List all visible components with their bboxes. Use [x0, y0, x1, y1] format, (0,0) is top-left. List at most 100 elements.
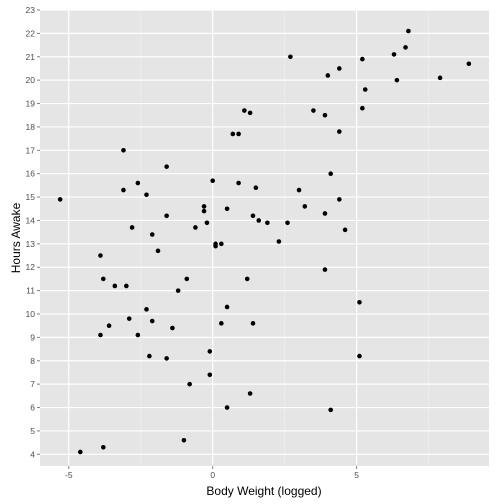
data-point — [342, 227, 348, 233]
y-tick-label: 17 — [26, 145, 36, 155]
data-point — [126, 316, 132, 321]
y-tick-label: 14 — [26, 215, 36, 225]
y-axis: 4 5 6 7 8 9 10 11 12 13 14 15 16 17 18 19 20 21 22 23 — [26, 5, 40, 459]
y-tick-label: 6 — [30, 403, 35, 413]
data-point — [207, 372, 213, 378]
data-point — [360, 56, 365, 62]
data-point — [219, 241, 224, 247]
y-tick-label: 7 — [30, 379, 35, 389]
data-point — [256, 218, 262, 223]
data-point — [337, 66, 342, 71]
data-point — [144, 307, 149, 312]
data-point — [250, 321, 256, 326]
data-point — [362, 87, 368, 92]
y-tick-label: 12 — [26, 262, 36, 272]
data-point — [322, 267, 328, 272]
data-point — [288, 54, 293, 60]
data-point — [144, 192, 149, 198]
grid-minor — [140, 10, 429, 466]
data-point — [213, 243, 218, 249]
data-point — [466, 61, 472, 67]
data-point — [184, 276, 190, 282]
y-tick-label: 23 — [26, 5, 36, 15]
data-point — [265, 220, 270, 226]
data-point — [147, 353, 152, 359]
data-point — [201, 208, 207, 214]
data-point — [121, 148, 126, 153]
data-point — [322, 211, 328, 216]
data-point — [210, 178, 215, 184]
y-tick-label: 13 — [26, 239, 36, 249]
y-tick-label: 18 — [26, 122, 36, 132]
data-point — [98, 332, 103, 338]
data-point — [337, 129, 342, 134]
y-tick-label: 20 — [26, 75, 36, 85]
data-point — [124, 283, 129, 289]
data-point — [149, 318, 155, 324]
data-point — [112, 283, 118, 289]
y-tick-label: 9 — [30, 332, 35, 342]
data-point — [311, 108, 316, 113]
grid-major — [40, 9, 489, 466]
data-point — [247, 110, 253, 116]
data-point — [276, 239, 282, 244]
data-point — [181, 437, 187, 443]
data-point — [175, 288, 181, 293]
data-point — [224, 206, 230, 212]
data-point — [236, 131, 241, 137]
y-tick-label: 16 — [26, 169, 36, 179]
data-point — [328, 407, 333, 413]
x-axis: -5 0 5 — [65, 466, 359, 480]
data-point — [187, 381, 192, 387]
data-point — [242, 108, 247, 113]
data-point — [322, 112, 328, 118]
data-point — [57, 197, 63, 202]
y-tick-label: 15 — [26, 192, 36, 202]
data-point — [129, 225, 135, 230]
data-point — [360, 105, 365, 111]
y-tick-label: 10 — [26, 309, 36, 319]
data-points — [57, 28, 472, 455]
data-point — [135, 332, 141, 338]
data-point — [204, 220, 210, 226]
y-tick-label: 8 — [30, 356, 35, 366]
data-point — [406, 28, 411, 34]
plot-panel — [40, 10, 489, 466]
y-tick-label: 11 — [26, 286, 35, 296]
data-point — [193, 225, 198, 230]
data-point — [101, 444, 106, 450]
data-point — [250, 213, 256, 219]
data-point — [253, 185, 259, 191]
data-point — [247, 391, 253, 396]
x-tick-label: 0 — [210, 470, 215, 480]
data-point — [155, 248, 161, 254]
x-tick-label: 5 — [354, 470, 359, 480]
data-point — [296, 187, 302, 193]
y-axis-title: Hours Awake — [9, 202, 23, 273]
data-point — [302, 204, 308, 209]
data-point — [135, 180, 141, 186]
data-point — [328, 171, 333, 176]
data-point — [285, 220, 290, 226]
x-axis-title: Body Weight (logged) — [206, 484, 321, 498]
data-point — [121, 187, 126, 193]
data-point — [437, 75, 443, 81]
data-point — [201, 204, 207, 209]
data-point — [164, 213, 169, 219]
data-point — [391, 52, 397, 57]
data-point — [236, 180, 241, 186]
data-point — [357, 300, 362, 305]
data-point — [77, 449, 83, 455]
data-point — [244, 276, 250, 282]
data-point — [337, 197, 342, 202]
data-point — [164, 356, 169, 361]
y-tick-label: 22 — [26, 28, 36, 38]
data-point — [403, 45, 408, 50]
data-point — [207, 349, 213, 354]
data-point — [101, 276, 106, 282]
data-point — [224, 304, 230, 310]
data-point — [394, 77, 400, 83]
y-tick-label: 4 — [30, 449, 35, 459]
data-point — [164, 164, 169, 169]
